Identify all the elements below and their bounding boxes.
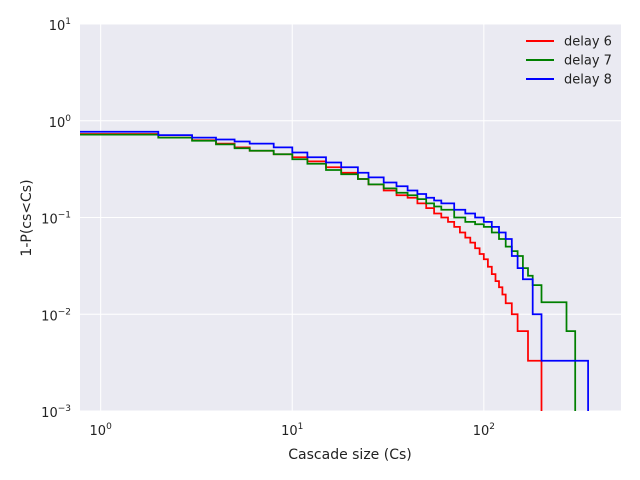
x-tick-label-exponent: 2: [489, 422, 495, 432]
y-tick-label-exponent: −1: [58, 211, 71, 221]
y-axis-label: 1-P(cs<Cs): [19, 179, 35, 256]
x-axis-label: Cascade size (Cs): [288, 447, 411, 463]
x-tick-label: 100: [90, 422, 113, 439]
y-tick-label: 10−2: [41, 307, 71, 324]
x-tick-label-base: 10: [281, 424, 298, 439]
y-tick-label: 10−1: [41, 211, 71, 228]
legend: delay 6 delay 7 delay 8: [526, 35, 612, 88]
series-line-2: [80, 133, 577, 411]
y-tick-label-exponent: 0: [65, 114, 71, 124]
y-tick-label-exponent: −3: [58, 404, 71, 414]
y-tick-label-base: 10: [41, 213, 58, 228]
y-tick-label: 101: [49, 17, 71, 34]
x-tick-label-base: 10: [473, 424, 490, 439]
y-tick-label: 100: [49, 114, 72, 131]
x-tick-label-exponent: 0: [106, 422, 112, 432]
legend-label-3: delay 8: [564, 73, 612, 88]
x-tick-label: 102: [473, 422, 495, 439]
y-tick-label-exponent: −2: [58, 307, 71, 317]
x-tick-label: 101: [281, 422, 303, 439]
y-tick-label-base: 10: [49, 19, 66, 34]
x-tick-labels: 100 101 102: [90, 422, 495, 439]
x-tick-label-base: 10: [90, 424, 107, 439]
y-tick-label-base: 10: [49, 116, 66, 131]
y-tick-label-base: 10: [41, 406, 58, 421]
x-tick-label-exponent: 1: [298, 422, 304, 432]
legend-label-1: delay 6: [564, 35, 612, 50]
y-tick-label-base: 10: [41, 309, 58, 324]
series-line-3: [80, 130, 589, 411]
series-layer: [80, 130, 589, 411]
y-tick-label: 10−3: [41, 404, 71, 421]
legend-label-2: delay 7: [564, 54, 612, 69]
y-tick-label-exponent: 1: [65, 17, 71, 27]
